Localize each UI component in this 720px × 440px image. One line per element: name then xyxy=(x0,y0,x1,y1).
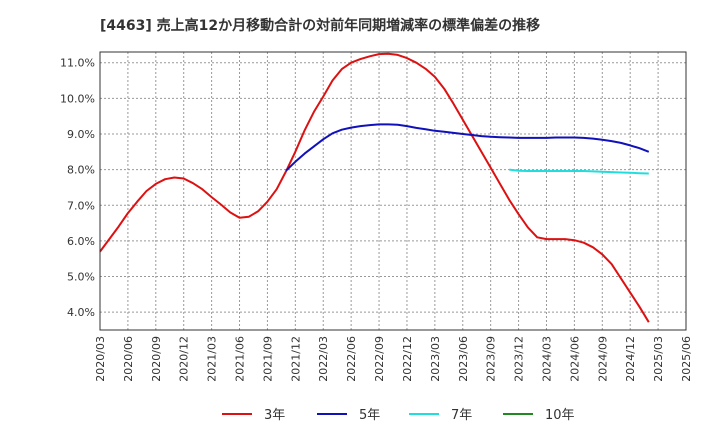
y-tick-label: 8.0% xyxy=(67,164,95,177)
plot-area-frame xyxy=(99,51,687,331)
x-tick-label: 2025/06 xyxy=(680,336,693,382)
x-tick-label: 2020/06 xyxy=(122,336,135,382)
x-tick-label: 2022/06 xyxy=(345,336,358,382)
x-tick-label: 2023/03 xyxy=(429,336,442,382)
grid xyxy=(99,52,687,330)
x-tick-label: 2021/09 xyxy=(261,336,274,382)
y-tick-label: 5.0% xyxy=(67,271,95,284)
x-tick-label: 2023/12 xyxy=(513,336,526,382)
legend-item-0: 3年 xyxy=(222,408,285,423)
y-tick-label: 11.0% xyxy=(60,57,95,70)
legend-label: 5年 xyxy=(359,408,380,423)
x-tick-label: 2024/12 xyxy=(624,336,637,382)
legend-label: 7年 xyxy=(451,408,472,423)
chart-title: [4463] 売上高12か月移動合計の対前年同期増減率の標準偏差の推移 xyxy=(100,17,540,34)
x-tick-label: 2021/06 xyxy=(234,336,247,382)
x-tick-label: 2024/03 xyxy=(540,336,553,382)
y-tick-label: 7.0% xyxy=(67,199,95,212)
series-lines xyxy=(99,52,650,323)
x-tick-label: 2023/09 xyxy=(485,336,498,382)
y-tick-label: 6.0% xyxy=(67,235,95,248)
x-tick-label: 2025/03 xyxy=(652,336,665,382)
series-line-2 xyxy=(509,168,649,175)
x-tick-label: 2022/03 xyxy=(317,336,330,382)
series-line-1 xyxy=(285,123,650,172)
legend-item-3: 10年 xyxy=(503,408,575,423)
y-axis-ticks: 4.0% 5.0% 6.0% 7.0% 8.0% 9.0% 10.0% 11.0% xyxy=(60,57,95,319)
x-tick-label: 2022/09 xyxy=(373,336,386,382)
legend-label: 3年 xyxy=(264,408,285,423)
legend: 3年 5年 7年 10年 xyxy=(222,408,575,423)
x-tick-label: 2024/09 xyxy=(596,336,609,382)
legend-label: 10年 xyxy=(545,408,575,423)
x-tick-label: 2020/03 xyxy=(94,336,107,382)
y-tick-label: 9.0% xyxy=(67,128,95,141)
x-tick-label: 2021/12 xyxy=(289,336,302,382)
y-tick-label: 10.0% xyxy=(60,92,95,105)
x-tick-label: 2021/03 xyxy=(206,336,219,382)
series-line-0 xyxy=(99,52,650,323)
x-tick-label: 2022/12 xyxy=(401,336,414,382)
legend-item-1: 5年 xyxy=(317,408,380,423)
y-tick-label: 4.0% xyxy=(67,306,95,319)
x-tick-label: 2024/06 xyxy=(568,336,581,382)
legend-item-2: 7年 xyxy=(409,408,472,423)
x-tick-label: 2020/09 xyxy=(150,336,163,382)
x-axis-ticks: 2020/03 2020/06 2020/09 2020/12 2021/03 2021/… xyxy=(94,336,693,382)
x-tick-label: 2023/06 xyxy=(457,336,470,382)
x-tick-label: 2020/12 xyxy=(178,336,191,382)
